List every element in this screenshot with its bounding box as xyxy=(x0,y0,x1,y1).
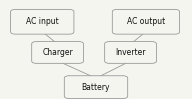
Text: AC output: AC output xyxy=(127,17,165,26)
FancyBboxPatch shape xyxy=(11,9,74,34)
Text: Battery: Battery xyxy=(82,83,110,92)
FancyBboxPatch shape xyxy=(32,42,84,63)
FancyBboxPatch shape xyxy=(105,42,156,63)
FancyBboxPatch shape xyxy=(64,76,128,99)
Text: AC input: AC input xyxy=(26,17,59,26)
Text: Inverter: Inverter xyxy=(115,48,146,57)
FancyBboxPatch shape xyxy=(112,9,180,34)
Text: Charger: Charger xyxy=(42,48,73,57)
